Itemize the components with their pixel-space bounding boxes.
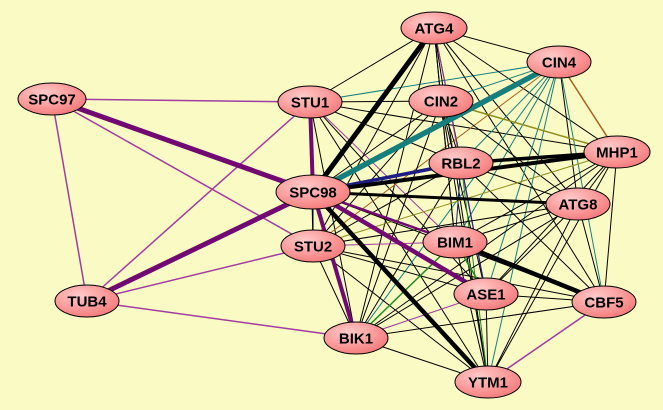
node-label: STU2 (294, 239, 332, 256)
edge-STU2-ASE1 (312, 245, 487, 295)
node-label: YTM1 (468, 375, 508, 392)
node-ellipse (422, 225, 488, 259)
node-CIN4[interactable]: CIN4 (526, 45, 592, 79)
node-SPC97[interactable]: SPC97 (17, 82, 87, 116)
edge-CIN4-CBF5 (558, 61, 605, 303)
edge-SPC98-CIN4 (311, 59, 561, 195)
node-ATG8[interactable]: ATG8 (545, 187, 611, 221)
node-ellipse (526, 45, 592, 79)
node-SPC98[interactable]: SPC98 (275, 174, 351, 210)
node-label: BIM1 (437, 235, 473, 252)
edge-CIN4-ATG8 (558, 61, 579, 205)
edge-SPC98-ATG8 (312, 190, 579, 206)
node-MHP1[interactable]: MHP1 (583, 135, 651, 169)
edge-BIM1-YTM1 (454, 241, 489, 383)
node-ellipse (277, 85, 343, 119)
edge-MHP1-CBF5 (603, 151, 618, 303)
node-label: ATG4 (415, 21, 455, 38)
node-STU1[interactable]: STU1 (277, 85, 343, 119)
edge-STU2-CBF5 (312, 245, 605, 303)
edge-SPC98-YTM1 (311, 190, 490, 384)
edge-SPC98-ATG4 (310, 26, 437, 194)
node-TUB4[interactable]: TUB4 (54, 284, 120, 318)
node-CIN2[interactable]: CIN2 (408, 84, 474, 118)
node-ellipse (571, 285, 637, 319)
node-label: STU1 (291, 95, 329, 112)
node-ellipse (275, 174, 351, 210)
node-ellipse (408, 84, 474, 118)
node-label: MHP1 (596, 145, 638, 162)
node-label: ATG8 (559, 197, 598, 214)
edge-CIN4-RBL2 (460, 61, 560, 164)
node-ellipse (54, 284, 120, 318)
edge-STU1-CIN4 (309, 61, 560, 103)
edge-STU2-YTM1 (312, 245, 489, 383)
node-RBL2[interactable]: RBL2 (428, 146, 494, 180)
edge-STU1-BIM1 (309, 101, 456, 243)
edge-TUB4-STU2 (86, 245, 314, 302)
edge-CIN4-BIM1 (454, 61, 560, 243)
edge-SPC97-SPC98 (51, 96, 314, 195)
edge-SPC98-BIK1 (311, 191, 358, 339)
node-label: CIN2 (424, 94, 458, 111)
edge-SPC97-STU1 (51, 98, 311, 103)
edge-CIN4-YTM1 (487, 61, 560, 383)
edge-ATG4-STU2 (312, 27, 435, 247)
edge-CIN2-STU2 (312, 100, 442, 247)
node-ellipse (323, 321, 389, 355)
node-ASE1[interactable]: ASE1 (453, 277, 519, 311)
node-label: SPC97 (28, 92, 76, 109)
node-ellipse (280, 229, 346, 263)
node-layer: SPC97 STU1 ATG4 CIN4 CIN2 RBL2 MHP1 SPC98 ATG8 ST… (17, 11, 651, 399)
node-ellipse (453, 277, 519, 311)
edge-TUB4-BIK1 (86, 300, 357, 339)
node-ellipse (583, 135, 651, 169)
node-ellipse (17, 82, 87, 116)
edge-RBL2-CBF5 (460, 162, 605, 303)
node-label: BIK1 (339, 331, 373, 348)
edge-SPC97-TUB4 (51, 98, 88, 302)
node-YTM1[interactable]: YTM1 (454, 365, 522, 399)
edge-SPC98-ASE1 (311, 190, 488, 296)
node-label: ASE1 (466, 287, 505, 304)
edge-ATG8-ASE1 (485, 203, 579, 295)
node-label: RBL2 (441, 156, 480, 173)
edge-TUB4-SPC98 (85, 189, 315, 304)
edge-CIN4-ASE1 (485, 61, 560, 295)
edge-SPC97-STU2 (51, 98, 314, 247)
edge-ATG8-BIK1 (355, 203, 579, 339)
edge-MHP1-ASE1 (485, 151, 618, 295)
edge-CBF5-BIK1 (355, 301, 605, 339)
node-label: CBF5 (584, 295, 623, 312)
node-ellipse (428, 146, 494, 180)
edge-ATG8-YTM1 (487, 203, 579, 383)
node-BIM1[interactable]: BIM1 (422, 225, 488, 259)
node-label: CIN4 (542, 55, 577, 72)
node-ellipse (400, 11, 468, 45)
edge-MHP1-BIM1 (454, 151, 618, 243)
node-STU2[interactable]: STU2 (280, 229, 346, 263)
node-CBF5[interactable]: CBF5 (571, 285, 637, 319)
edge-STU1-MHP1 (309, 101, 618, 153)
node-BIK1[interactable]: BIK1 (323, 321, 389, 355)
edge-STU1-BIK1 (309, 101, 357, 339)
edge-ATG4-MHP1 (433, 27, 618, 153)
node-label: SPC98 (289, 185, 337, 202)
node-ATG4[interactable]: ATG4 (400, 11, 468, 45)
node-ellipse (454, 365, 522, 399)
node-ellipse (545, 187, 611, 221)
edge-SPC98-CIN2 (312, 100, 442, 193)
edge-STU1-TUB4 (86, 101, 311, 302)
node-label: TUB4 (67, 294, 107, 311)
